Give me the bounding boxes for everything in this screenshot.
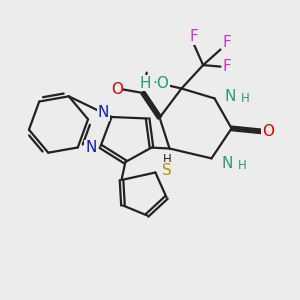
Text: H: H — [163, 153, 172, 167]
Text: O: O — [111, 82, 123, 97]
Text: O: O — [262, 124, 274, 139]
Text: F: F — [189, 29, 198, 44]
Text: H: H — [139, 76, 151, 91]
Text: S: S — [162, 163, 172, 178]
Text: N: N — [224, 89, 236, 104]
Text: N: N — [98, 105, 109, 120]
Text: F: F — [223, 35, 232, 50]
Text: ·O: ·O — [153, 76, 169, 91]
Text: H: H — [238, 159, 247, 172]
Text: F: F — [223, 59, 232, 74]
Text: N: N — [85, 140, 97, 155]
Text: N: N — [221, 156, 233, 171]
Text: H: H — [241, 92, 250, 106]
